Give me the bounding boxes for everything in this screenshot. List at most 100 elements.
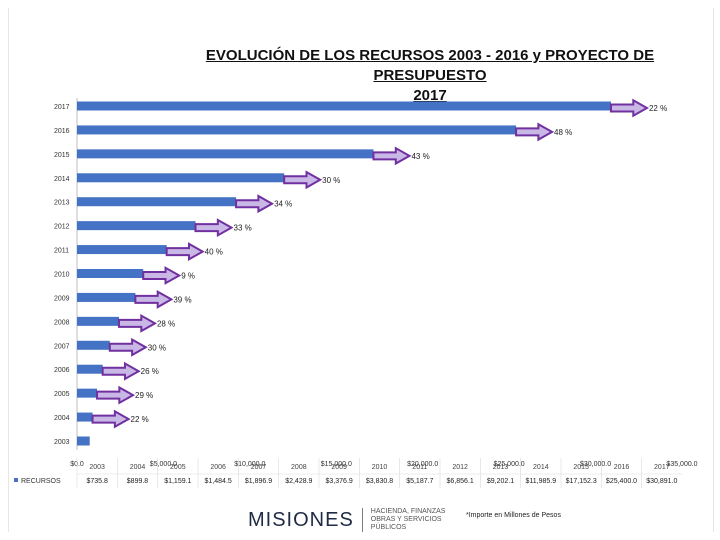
table-value: $1,159.1 [164, 478, 191, 485]
growth-label: 48 % [554, 128, 572, 137]
growth-label: 40 % [205, 248, 223, 257]
growth-arrow [142, 266, 182, 285]
category-label: 2016 [54, 128, 70, 135]
table-value: $1,896.9 [245, 478, 272, 485]
growth-arrow [134, 290, 174, 309]
growth-label: 28 % [157, 319, 175, 328]
table-year: 2004 [130, 464, 146, 471]
bar-2016 [77, 125, 517, 135]
title-line-1: EVOLUCIÓN DE LOS RECURSOS 2003 - 2016 y … [205, 47, 655, 84]
table-year: 2006 [210, 464, 226, 471]
x-tick-label: $10,000.0 [234, 461, 265, 468]
category-label: 2014 [54, 176, 70, 183]
x-tick-label: $30,000.0 [580, 461, 611, 468]
growth-arrow [91, 409, 131, 429]
growth-label: 33 % [234, 224, 252, 233]
growth-arrow [96, 385, 136, 405]
bar-2010 [77, 269, 144, 278]
growth-arrow [101, 361, 141, 381]
growth-label: 30 % [322, 176, 340, 185]
growth-arrow [194, 218, 234, 238]
table-year: 2017 [654, 464, 670, 471]
slide-frame [8, 8, 714, 532]
growth-label: 43 % [411, 152, 429, 161]
table-value: $6,856.1 [447, 478, 474, 485]
table-year: 2013 [493, 464, 509, 471]
units-note: *Importe en Millones de Pesos [466, 512, 561, 519]
bar-2015 [77, 149, 374, 159]
table-year: 2003 [89, 464, 105, 471]
category-label: 2004 [54, 415, 70, 422]
category-label: 2012 [54, 224, 70, 231]
category-label: 2017 [54, 104, 70, 111]
logo-department: HACIENDA, FINANZAS OBRAS Y SERVICIOS PÚB… [370, 508, 446, 531]
bar-2012 [77, 221, 196, 231]
table-value: $30,891.0 [646, 478, 677, 485]
table-value: $9,202.1 [487, 478, 514, 485]
category-label: 2010 [54, 272, 70, 279]
x-tick-label: $35,000.0 [666, 461, 697, 468]
growth-label: 22 % [649, 104, 667, 113]
logo-separator [361, 508, 363, 532]
bar-2008 [77, 316, 119, 326]
growth-label: 26 % [141, 367, 159, 376]
title-line-2: 2017 [413, 87, 447, 104]
growth-arrow [609, 98, 650, 118]
table-year: 2011 [412, 464, 427, 471]
table-year: 2010 [372, 464, 388, 471]
growth-arrow [283, 170, 323, 190]
growth-label: 29 % [135, 391, 153, 400]
bar-2009 [77, 292, 136, 302]
table-value: $3,830.8 [366, 478, 393, 485]
growth-arrow [372, 146, 412, 166]
category-label: 2015 [54, 152, 70, 159]
bar-2011 [77, 245, 167, 255]
table-value: $899.8 [127, 478, 149, 485]
category-label: 2011 [54, 248, 69, 255]
x-tick-label: $5,000.0 [150, 461, 177, 468]
growth-label: 39 % [173, 295, 191, 304]
table-value: $25,400.0 [606, 478, 637, 485]
logo-text: MISIONES [248, 508, 354, 531]
bar-2017 [77, 101, 611, 111]
table-year: 2012 [452, 464, 468, 471]
table-year: 2008 [291, 464, 307, 471]
category-label: 2013 [54, 200, 70, 207]
bar-2013 [77, 197, 237, 207]
growth-arrow [515, 122, 555, 142]
x-tick-label: $25,000.0 [494, 461, 525, 468]
bar-2007 [77, 340, 110, 350]
x-tick-label: $20,000.0 [407, 461, 438, 468]
bar-2004 [77, 412, 93, 422]
growth-arrow [108, 337, 148, 357]
table-year: 2015 [573, 464, 589, 471]
category-label: 2007 [54, 343, 70, 350]
category-label: 2005 [54, 391, 70, 398]
growth-label: 22 % [131, 415, 149, 424]
table-year: 2007 [251, 464, 267, 471]
bar-2014 [77, 173, 285, 183]
bar-2003 [77, 436, 90, 446]
category-label: 2006 [54, 367, 70, 374]
table-value: $11,985.9 [526, 478, 557, 485]
footer-logo: MISIONES HACIENDA, FINANZAS OBRAS Y SERV… [248, 508, 467, 532]
table-value: $3,376.9 [326, 478, 353, 485]
bar-2006 [77, 364, 103, 374]
growth-label: 30 % [148, 343, 166, 352]
table-year: 2009 [331, 464, 347, 471]
growth-label: 34 % [274, 200, 292, 209]
chart-title: EVOLUCIÓN DE LOS RECURSOS 2003 - 2016 y … [150, 46, 710, 106]
growth-arrow [235, 194, 275, 214]
category-label: 2008 [54, 319, 70, 326]
table-year: 2014 [533, 464, 549, 471]
category-label: 2003 [54, 439, 70, 446]
growth-arrow [117, 313, 158, 333]
legend-label: RECURSOS [21, 478, 61, 485]
bar-2005 [77, 388, 98, 398]
table-year: 2005 [170, 464, 186, 471]
growth-arrow [165, 242, 205, 261]
table-value: $1,484.5 [205, 478, 232, 485]
table-value: $5,187.7 [406, 478, 433, 485]
table-value: $17,152.3 [566, 478, 597, 485]
